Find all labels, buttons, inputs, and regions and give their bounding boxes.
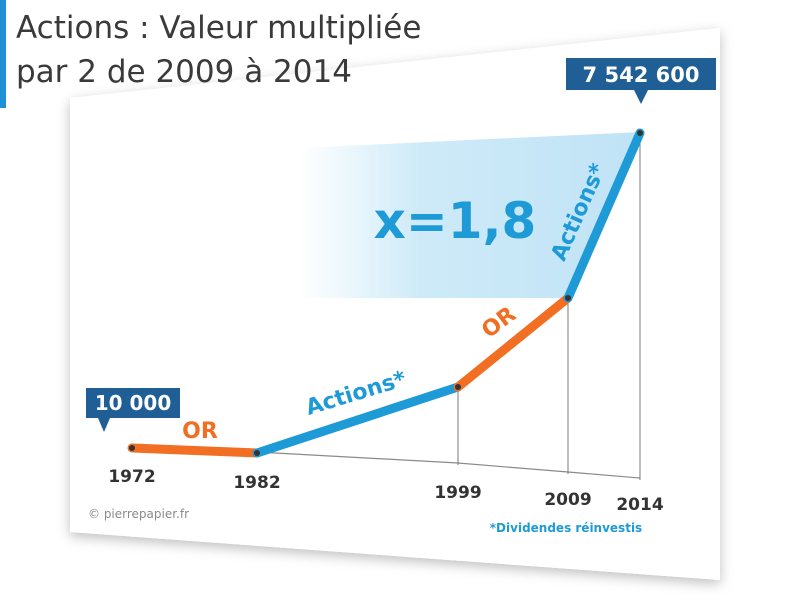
title-line-2: par 2 de 2009 à 2014 [16, 54, 352, 90]
data-point-2014 [637, 130, 643, 136]
multiplier-label: x=1,8 [374, 192, 537, 250]
tick-label-2009: 2009 [544, 490, 591, 510]
footnote-text: *Dividendes réinvestis [490, 521, 642, 535]
page-title: Actions : Valeur multipliée par 2 de 200… [16, 6, 421, 94]
segment-1972-1982 [127, 443, 262, 458]
credit-text: © pierrepapier.fr [88, 507, 189, 521]
tick-label-2014: 2014 [616, 495, 663, 515]
data-point-1972 [129, 445, 135, 451]
end-value-label: 7 542 600 [583, 63, 700, 87]
title-accent-bar [0, 0, 6, 108]
tick-label-1999: 1999 [434, 483, 481, 503]
segment-1982-1999 [252, 382, 463, 458]
segment-label-1972-1982: OR [182, 419, 218, 444]
data-point-2009 [565, 295, 571, 301]
tick-label-1972: 1972 [108, 467, 155, 487]
end-callout-box [566, 58, 716, 90]
start-value-label: 10 000 [95, 391, 172, 415]
data-point-1982 [254, 450, 260, 456]
segment-2009-2014 [563, 128, 645, 303]
title-line-1: Actions : Valeur multipliée [16, 10, 422, 46]
segment-1999-2009 [453, 293, 573, 392]
tick-label-1982: 1982 [233, 473, 280, 493]
data-point-1999 [455, 384, 461, 390]
start-callout-box [86, 388, 180, 418]
start-callout-pointer [98, 418, 110, 432]
highlight-area [300, 132, 640, 298]
end-callout-pointer [634, 90, 648, 104]
